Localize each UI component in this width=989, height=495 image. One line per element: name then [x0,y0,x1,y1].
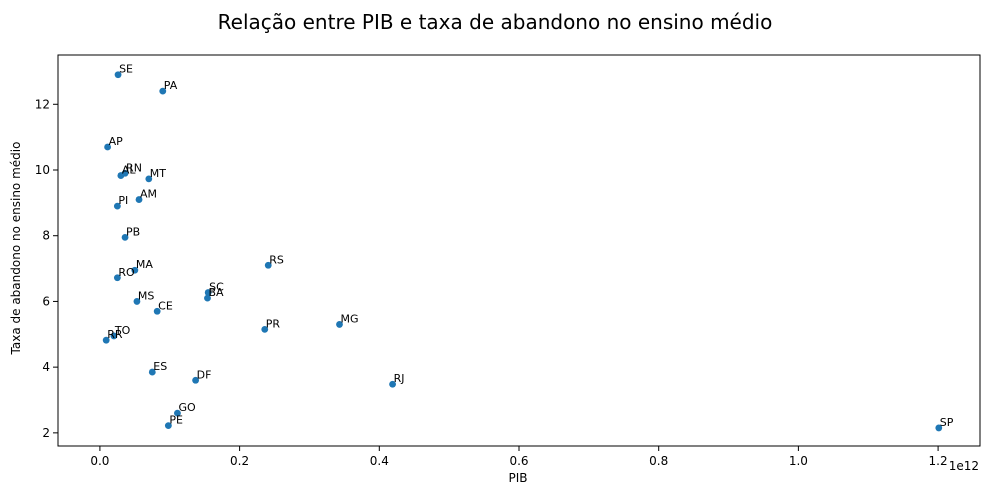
x-tick-label: 1.2 [929,454,948,468]
data-point [135,196,143,203]
x-tick-label: 0.6 [509,454,528,468]
data-point [389,380,396,388]
point-label: TO [114,324,131,337]
point-label: MG [340,312,358,325]
data-point [336,321,343,328]
plot-frame [57,54,981,447]
data-point [117,172,125,179]
data-point [153,307,161,315]
x-tick-label: 0.8 [649,454,668,468]
y-axis-label: Taxa de abandono no ensino médio [9,142,23,356]
x-axis-label: PIB [508,471,527,485]
x-tick-label: 0.4 [370,454,389,468]
y-tick-label: 2 [42,426,50,440]
x-tick-label: 1.0 [789,454,808,468]
point-label: PE [169,414,183,427]
data-point [174,409,181,417]
data-point [204,289,212,296]
x-tick-label: 0.0 [90,454,109,468]
point-label: AM [140,188,157,201]
y-tick-label: 12 [35,97,50,111]
data-point [145,175,153,183]
data-point [133,298,141,305]
point-label: DF [197,368,212,381]
point-label: RN [126,161,142,174]
point-label: SC [209,281,224,294]
y-tick-label: 8 [42,229,50,243]
point-label: CE [158,299,173,312]
data-point [121,233,129,241]
point-label: AP [109,135,124,148]
point-label: PB [126,225,140,238]
data-point [102,336,110,344]
y-tick-label: 10 [35,163,50,177]
point-label: MT [150,167,166,180]
data-point [148,368,156,376]
point-label: RO [118,266,135,279]
x-tick-label: 0.2 [230,454,249,468]
data-point [131,266,139,274]
point-label: BA [208,286,224,299]
data-point [192,376,200,384]
point-label: ES [153,360,167,373]
y-tick-label: 6 [42,294,50,308]
data-point [114,71,122,79]
x-axis-offset-text: 1e12 [949,459,979,473]
data-point [113,202,121,210]
data-point [204,294,211,302]
chart-title: Relação entre PIB e taxa de abandono no … [218,10,773,34]
point-label: MS [138,289,154,302]
data-point [113,274,121,282]
point-label: SP [940,416,954,429]
point-label: AL [122,164,137,177]
point-label: MA [136,258,153,271]
point-label: PR [266,317,281,330]
point-label: RJ [394,372,405,385]
data-point [935,424,943,432]
point-label: RS [269,253,284,266]
point-label: PI [118,194,128,207]
data-point [164,422,172,430]
data-point [159,87,167,95]
point-label: PA [164,79,178,92]
data-point [261,325,269,333]
data-point [264,261,272,269]
point-label: RR [107,328,123,341]
data-point [104,143,111,151]
data-point [110,332,118,340]
y-tick-label: 4 [42,360,50,374]
point-label: GO [178,401,196,414]
point-label: SE [119,63,133,76]
